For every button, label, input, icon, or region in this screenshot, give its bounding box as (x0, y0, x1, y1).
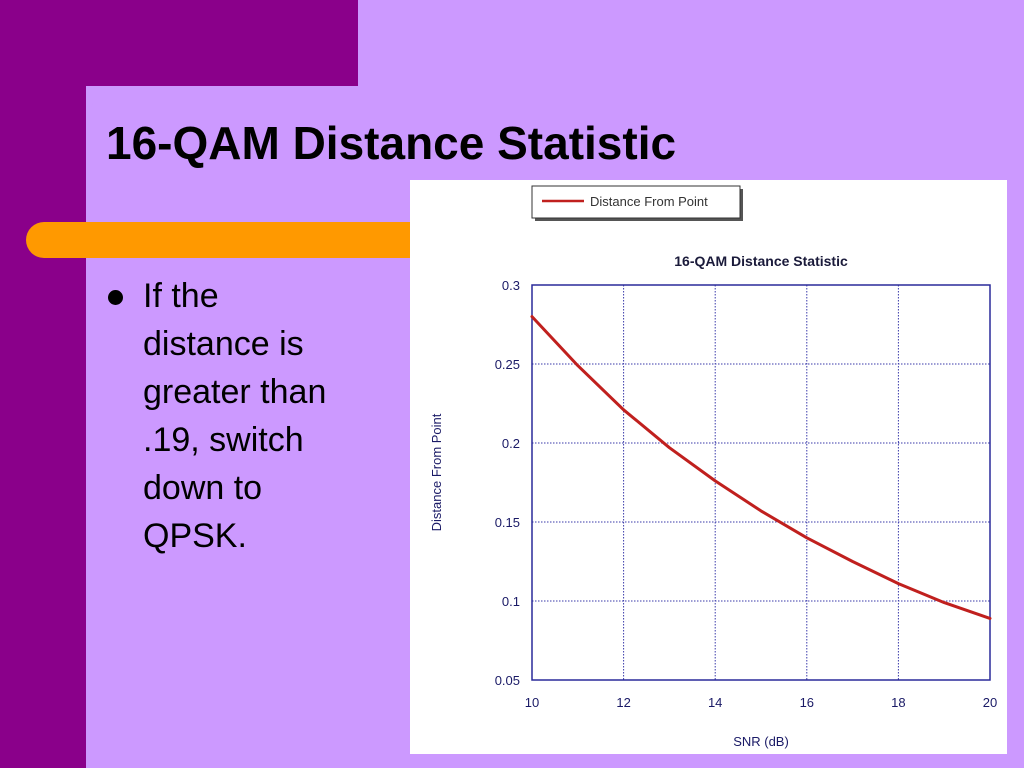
series-line-0 (530, 315, 992, 620)
distance-chart: 10 12 14 16 18 20 0.05 0.1 0.15 0.2 0.25 0.3 16-QAM … (429, 185, 997, 749)
x-axis-label: SNR (dB) (733, 734, 789, 749)
orange-divider-bar (26, 222, 426, 258)
bullet-item: If the distance is greater than .19, swi… (106, 272, 386, 560)
bullet-line: If the (143, 277, 219, 315)
top-accent-block (0, 0, 358, 86)
bullet-line: QPSK. (143, 517, 247, 555)
slide-title: 16-QAM Distance Statistic (106, 117, 677, 169)
y-tick-label: 0.2 (502, 436, 520, 451)
y-tick-label: 0.15 (495, 515, 520, 530)
bullet-line: greater than (143, 373, 327, 411)
bullet-line: distance is (143, 325, 304, 363)
bullet-line: .19, switch (143, 421, 304, 459)
y-axis-label: Distance From Point (429, 413, 444, 531)
bullet-list: If the distance is greater than .19, swi… (106, 272, 386, 560)
x-tick-label: 16 (800, 695, 814, 710)
legend-label: Distance From Point (590, 194, 708, 209)
x-tick-label: 20 (983, 695, 997, 710)
y-tick-label: 0.1 (502, 594, 520, 609)
plot-frame (531, 284, 991, 681)
bullet-line: down to (143, 469, 263, 507)
y-tick-label: 0.05 (495, 673, 520, 688)
left-accent-bar (0, 0, 86, 768)
x-tick-label: 12 (616, 695, 630, 710)
y-tick-label: 0.25 (495, 357, 520, 372)
bullet-dot-icon (108, 290, 123, 305)
x-tick-label: 18 (891, 695, 905, 710)
chart-panel: 10 12 14 16 18 20 0.05 0.1 0.15 0.2 0.25 0.3 16-QAM … (410, 180, 1007, 754)
plot-area (532, 285, 990, 680)
x-tick-label: 14 (708, 695, 722, 710)
chart-title: 16-QAM Distance Statistic (674, 253, 848, 269)
x-tick-label: 10 (525, 695, 539, 710)
y-tick-label: 0.3 (502, 278, 520, 293)
